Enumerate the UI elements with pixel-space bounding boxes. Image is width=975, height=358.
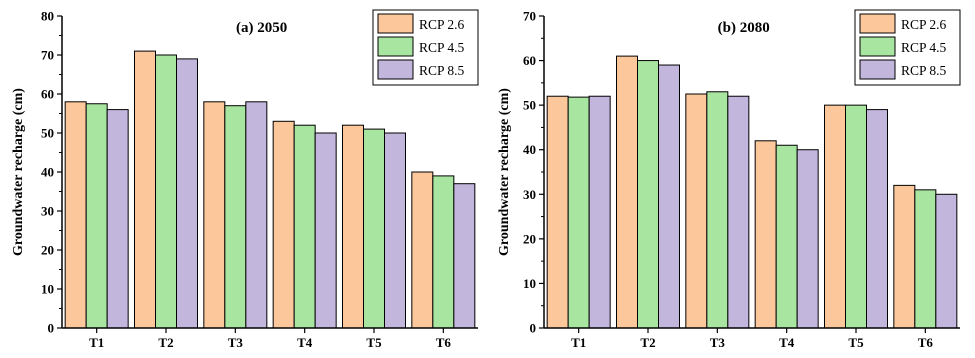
x-tick-label-t1: T1 (89, 335, 104, 350)
bar-t2-series-3 (176, 58, 198, 329)
bar-t2-series-3 (658, 64, 680, 329)
bar-t5-series-1 (824, 104, 846, 329)
y-tick-label: 80 (41, 9, 54, 24)
legend: RCP 2.6 RCP 4.5 RCP 8.5 (372, 9, 479, 86)
chart-panel-1: 0 10 20 30 40 50 60 70 80 T1 T2 T3 T4 T5 T6 Groundwater… (11, 9, 479, 350)
bar-t4-series-3 (314, 132, 337, 329)
bar-t4-series-3 (796, 149, 819, 329)
bar-t6-series-3 (453, 183, 476, 329)
legend-label-3: RCP 8.5 (901, 63, 947, 78)
x-tick-label-t2: T2 (158, 335, 173, 350)
bar-t1-series-3 (106, 109, 129, 329)
x-tick-label-t2: T2 (640, 335, 655, 350)
panel-title: (a) 2050 (236, 20, 287, 36)
bar-t5-series-3 (384, 132, 406, 329)
panel-title: (b) 2080 (718, 20, 770, 36)
y-tick-label: 60 (523, 53, 536, 68)
bar-t1-series-2 (85, 103, 108, 329)
y-tick-label: 50 (523, 98, 536, 113)
bar-t2-series-1 (134, 50, 156, 329)
x-tick-label-t6: T6 (436, 335, 452, 350)
bar-t4-series-1 (272, 120, 295, 329)
y-tick-label: 60 (41, 87, 54, 102)
bar-t5-series-2 (845, 104, 867, 329)
bar-t3-series-2 (706, 91, 729, 329)
bar-t1-series-1 (546, 95, 569, 329)
x-tick-label-t6: T6 (918, 335, 934, 350)
legend-swatch-3 (859, 59, 896, 80)
x-tick-label-t4: T4 (297, 335, 313, 350)
legend-label-1: RCP 2.6 (901, 17, 947, 32)
y-tick-label: 20 (41, 243, 54, 258)
bar-t4-series-1 (754, 140, 777, 329)
y-tick-label: 10 (523, 276, 536, 291)
legend-swatch-1 (859, 13, 896, 34)
bar-t4-series-2 (293, 124, 316, 329)
bar-t5-series-3 (866, 109, 888, 329)
legend-swatch-2 (859, 36, 896, 57)
bar-t1-series-2 (567, 96, 590, 329)
bar-t2-series-2 (155, 54, 177, 329)
bar-t5-series-2 (363, 128, 385, 329)
bar-t2-series-2 (637, 60, 659, 329)
bar-t2-series-1 (616, 55, 638, 329)
y-axis-label: Groundwater recharge (cm) (11, 88, 26, 256)
bar-t3-series-2 (224, 105, 247, 329)
y-tick-label: 40 (41, 165, 54, 180)
bar-t3-series-1 (203, 101, 226, 329)
bar-t3-series-1 (685, 93, 708, 329)
legend-label-3: RCP 8.5 (419, 63, 465, 78)
y-tick-label: 40 (523, 142, 536, 157)
legend-label-2: RCP 4.5 (419, 40, 465, 55)
y-tick-label: 50 (41, 126, 54, 141)
bar-t6-series-3 (935, 193, 958, 329)
bar-t6-series-1 (411, 171, 434, 329)
legend-label-2: RCP 4.5 (901, 40, 947, 55)
x-tick-label-t5: T5 (848, 335, 864, 350)
y-tick-label: 0 (48, 321, 55, 336)
bar-t4-series-2 (775, 144, 798, 329)
y-tick-label: 20 (523, 231, 536, 246)
legend-swatch-3 (377, 59, 414, 80)
x-tick-label-t4: T4 (779, 335, 795, 350)
bar-t3-series-3 (245, 101, 268, 329)
x-tick-label-t1: T1 (571, 335, 586, 350)
bar-t1-series-3 (588, 95, 611, 329)
y-tick-label: 70 (41, 48, 54, 63)
bar-t3-series-3 (727, 95, 750, 329)
legend-label-1: RCP 2.6 (419, 17, 465, 32)
y-tick-label: 30 (41, 204, 54, 219)
y-axis-label: Groundwater recharge (cm) (497, 88, 512, 256)
y-tick-label: 0 (530, 321, 537, 336)
legend-swatch-1 (377, 13, 414, 34)
y-tick-label: 10 (41, 282, 54, 297)
chart-panel-2: 0 10 20 30 40 50 60 70 T1 T2 T3 T4 T5 T6 Groundwater r… (497, 9, 961, 350)
x-tick-label-t3: T3 (228, 335, 244, 350)
bar-t1-series-1 (64, 101, 87, 329)
bar-t6-series-1 (893, 184, 916, 329)
bar-t6-series-2 (914, 189, 937, 329)
x-tick-label-t5: T5 (366, 335, 382, 350)
legend-swatch-2 (377, 36, 414, 57)
y-tick-label: 70 (523, 9, 536, 24)
x-tick-label-t3: T3 (710, 335, 726, 350)
bar-t6-series-2 (432, 175, 455, 329)
legend: RCP 2.6 RCP 4.5 RCP 8.5 (854, 9, 961, 86)
bar-t5-series-1 (342, 124, 364, 329)
y-tick-label: 30 (523, 187, 536, 202)
